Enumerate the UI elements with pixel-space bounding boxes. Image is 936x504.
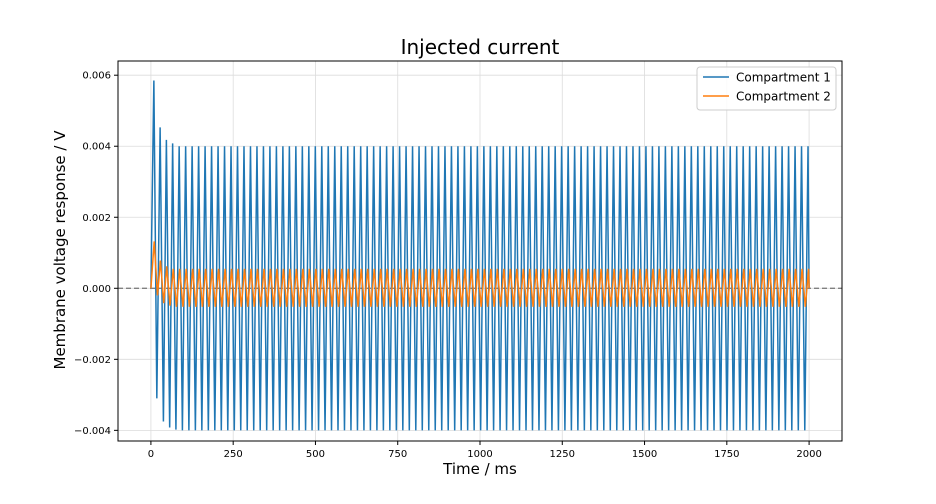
x-tick-label: 750 (388, 449, 407, 460)
x-tick-label: 0 (148, 449, 154, 460)
series-line-2 (150, 241, 810, 307)
y-tick-label: 0.004 (82, 142, 111, 153)
legend-box (696, 66, 837, 111)
y-axis-label: Membrane voltage response / V (51, 130, 69, 370)
x-axis-label: Time / ms (442, 460, 517, 478)
x-tick-label: 1750 (714, 449, 739, 460)
x-tick-label: 2000 (796, 449, 821, 460)
x-tick-label: 250 (224, 449, 243, 460)
y-tick-label: 0.002 (82, 213, 111, 224)
y-tick-label: −0.002 (74, 355, 111, 366)
y-axis: −0.004 −0.002 0.000 0.002 0.004 0.006 (74, 71, 118, 437)
x-tick-label: 1500 (632, 449, 657, 460)
legend-label: Compartment 1 (736, 71, 831, 85)
x-axis: 0 250 500 750 1000 1250 1500 1750 2000 (148, 441, 822, 460)
series-group (150, 80, 810, 431)
y-tick-label: 0.006 (82, 71, 111, 82)
x-tick-label: 500 (306, 449, 325, 460)
y-tick-label: −0.004 (74, 426, 111, 437)
x-tick-label: 1250 (550, 449, 575, 460)
legend: Compartment 1 Compartment 2 (696, 66, 837, 111)
x-tick-label: 1000 (467, 449, 492, 460)
y-tick-label: 0.000 (82, 284, 111, 295)
series-line-1 (150, 80, 810, 431)
chart-title: Injected current (401, 35, 560, 59)
legend-label: Compartment 2 (736, 90, 831, 104)
